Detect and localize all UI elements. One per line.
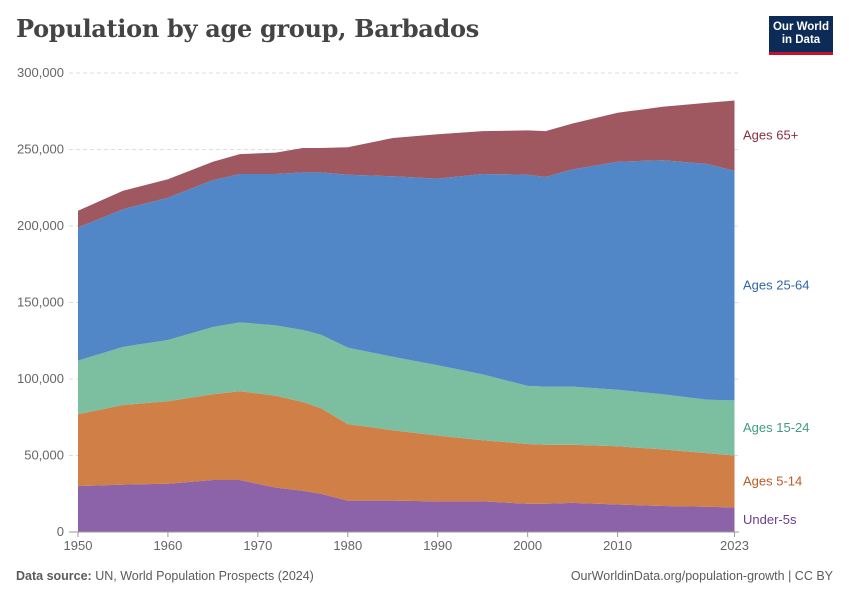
area-under-5s[interactable] [78, 480, 735, 532]
area-ages-25-64[interactable] [78, 160, 735, 401]
logo-line-2: in Data [781, 34, 821, 46]
data-source-label: Data source: [16, 569, 92, 583]
y-tick-label: 50,000 [24, 448, 64, 463]
area-ages-5-14[interactable] [78, 391, 735, 508]
chart-title: Population by age group, Barbados [16, 14, 479, 43]
series-label: Under-5s [743, 512, 797, 527]
data-source-text: UN, World Population Prospects (2024) [95, 569, 314, 583]
series-label: Ages 15-24 [743, 420, 810, 435]
axes: 0 50,000 100,000 150,000 200,000 250,000 300,0… [17, 65, 749, 553]
y-tick-label: 250,000 [17, 142, 64, 157]
logo-line-1: Our World [772, 21, 829, 33]
areas [78, 100, 735, 532]
x-tick-label: 1970 [243, 538, 272, 553]
series-label: Ages 65+ [743, 128, 798, 143]
x-tick-label: 2000 [513, 538, 542, 553]
x-tick-label: 1960 [153, 538, 182, 553]
series-labels: Under-5s Ages 5-14 Ages 15-24 Ages 25-64 Age… [743, 128, 810, 527]
y-tick-label: 150,000 [17, 295, 64, 310]
owid-logo[interactable]: Our World in Data [769, 16, 833, 55]
y-tick-label: 0 [57, 524, 64, 539]
data-source: Data source: UN, World Population Prospe… [16, 569, 314, 583]
series-label: Ages 25-64 [743, 278, 810, 293]
y-tick-label: 300,000 [17, 65, 64, 80]
x-tick-label: 2023 [720, 538, 749, 553]
source-url[interactable]: OurWorldinData.org/population-growth | C… [570, 569, 833, 583]
y-tick-label: 100,000 [17, 371, 64, 386]
series-label: Ages 5-14 [743, 474, 802, 489]
x-tick-label: 1950 [64, 538, 93, 553]
x-tick-label: 2010 [603, 538, 632, 553]
x-tick-label: 1990 [423, 538, 452, 553]
area-ages-15-24[interactable] [78, 322, 735, 456]
y-tick-label: 200,000 [17, 218, 64, 233]
area-ages-65-[interactable] [78, 100, 735, 228]
x-tick-label: 1980 [333, 538, 362, 553]
